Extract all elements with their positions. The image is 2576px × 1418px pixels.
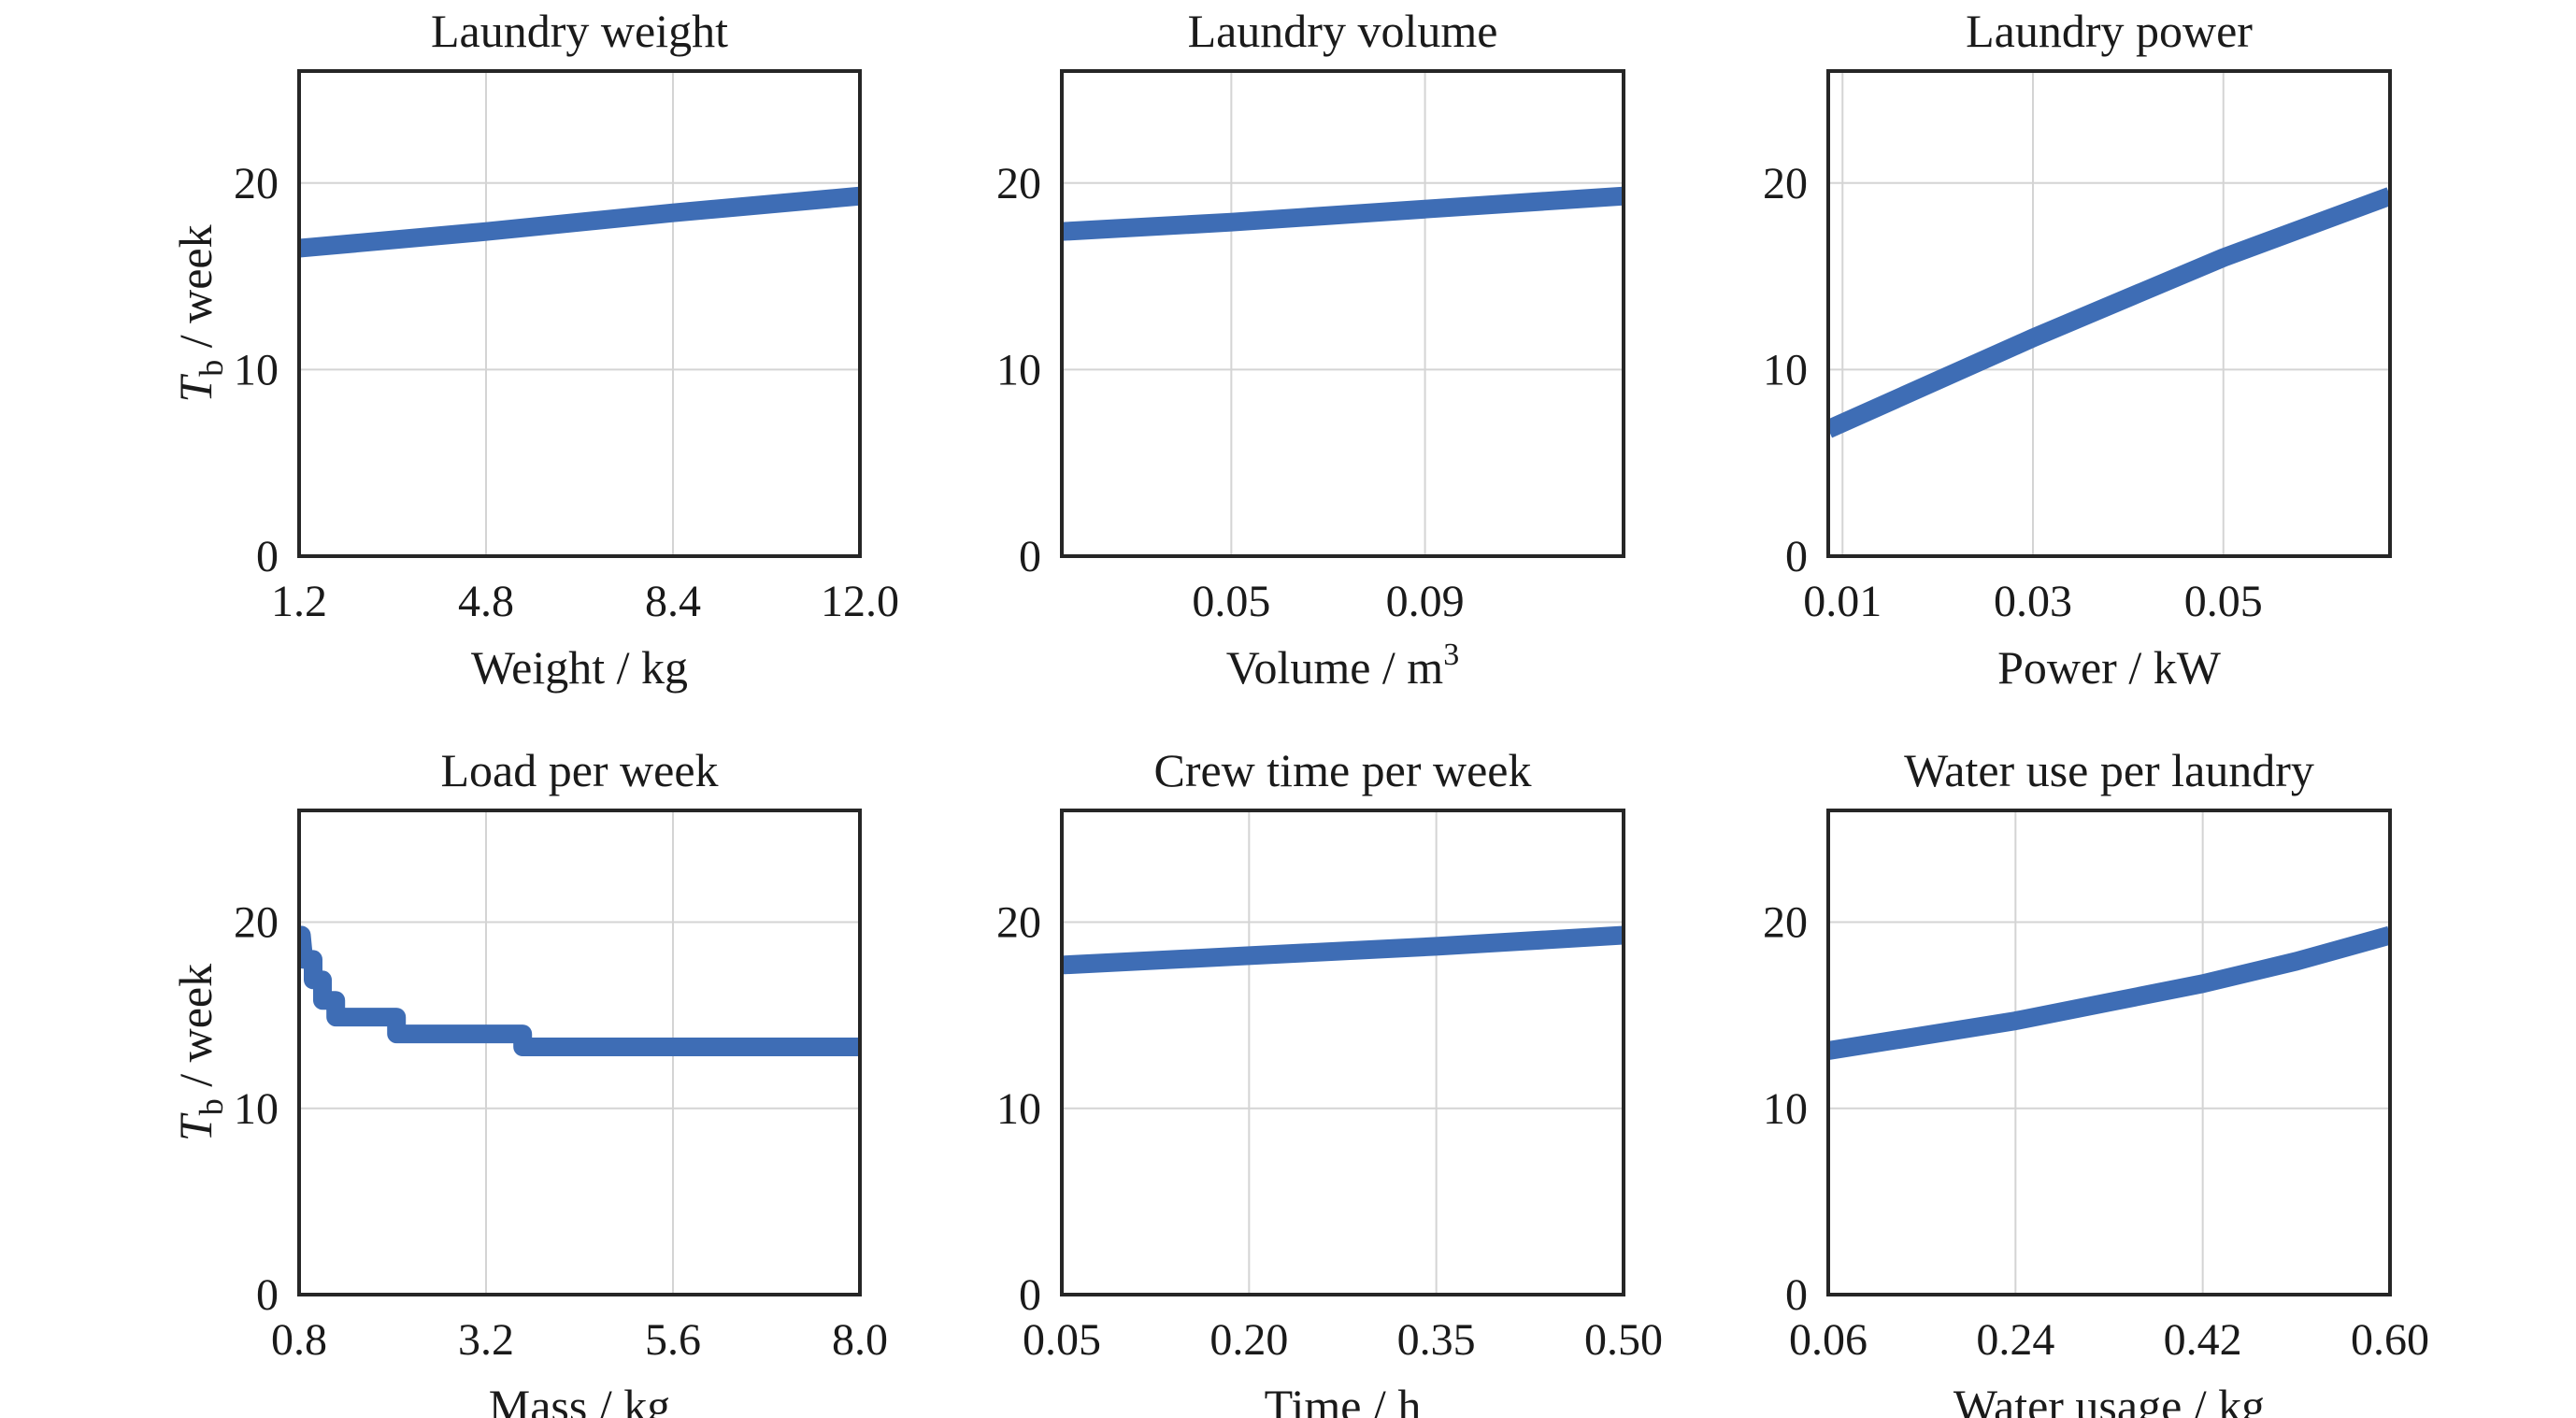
x-tick-label: 8.0 [832,1315,888,1365]
x-tick-label: 3.2 [458,1315,514,1365]
x-tick-label: 1.2 [271,577,327,626]
x-axis-label: Time / h [1265,1380,1422,1418]
series-line [1828,925,2390,1060]
x-tick-label: 5.6 [645,1315,701,1365]
panel-title: Laundry power [1966,5,2253,57]
y-tick-label: 20 [234,898,279,948]
axes-frame [297,69,862,558]
x-axis-label-text: Volume / m [1226,641,1444,694]
chart-panel-3: 0.01 0.03 0.05 0 10 20 Laundry power Power / kW [1763,5,2392,694]
chart-panel-2: 0.05 0.09 0 10 20 Laundry volume Volume / m3 [996,5,1625,694]
y-tick-label: 0 [1019,1270,1041,1320]
x-axis-label-text: Mass / kg [489,1380,670,1418]
y-tick-label: 20 [996,159,1041,208]
y-tick-label: 0 [256,532,279,581]
y-tick-label: 20 [234,159,279,208]
series-line [1062,186,1624,241]
x-tick-label: 0.01 [1803,577,1882,626]
series-line [299,186,860,258]
y-tick-label: 10 [1763,1084,1808,1134]
x-tick-label: 8.4 [645,577,701,626]
x-tick-label: 0.35 [1397,1315,1476,1365]
x-tick-label: 0.8 [271,1315,327,1365]
y-axis-label-variable: T [169,1112,222,1141]
axes-frame [1060,809,1625,1296]
x-axis-label-text: Water usage / kg [1953,1380,2265,1418]
y-axis-label: Tb / week [169,964,230,1141]
x-tick-label: 0.60 [2351,1315,2429,1365]
x-axis-label: Water usage / kg [1953,1380,2265,1418]
axes-frame [1826,69,2392,558]
x-tick-label: 0.50 [1584,1315,1663,1365]
y-tick-label: 0 [1019,532,1041,581]
x-tick-label: 12.0 [821,577,899,626]
y-axis-label-subscript: b [193,1098,230,1115]
x-tick-label: 0.05 [1192,577,1270,626]
x-tick-label: 0.24 [1976,1315,2054,1365]
y-tick-label: 20 [996,898,1041,948]
chart-panel-6: 0.06 0.24 0.42 0.60 0 10 20 Water use per laund… [1763,744,2429,1418]
x-tick-label: 0.09 [1386,577,1465,626]
panel-title: Water use per laundry [1904,744,2314,796]
x-axis-label: Weight / kg [471,641,688,694]
chart-panel-1: 1.2 4.8 8.4 12.0 0 10 20 Laundry weight Weight /… [169,5,899,694]
y-axis-label-variable: T [169,374,222,403]
series-line [1828,187,2390,438]
x-tick-label: 4.8 [458,577,514,626]
x-tick-label: 0.05 [2184,577,2263,626]
y-tick-label: 20 [1763,898,1808,948]
panel-title: Load per week [440,744,718,796]
x-tick-label: 0.05 [1023,1315,1101,1365]
y-axis-label-unit: / week [169,224,222,359]
y-tick-label: 10 [1763,345,1808,394]
series-line [1062,925,1624,975]
y-tick-label: 10 [234,1084,279,1134]
chart-panel-5: 0.05 0.20 0.35 0.50 0 10 20 Crew time per week T… [996,744,1663,1418]
axes-frame [1826,809,2392,1296]
y-axis-label-subscript: b [193,360,230,377]
x-tick-label: 0.06 [1789,1315,1868,1365]
y-tick-label: 20 [1763,159,1808,208]
x-axis-label-text: Time / h [1265,1380,1422,1418]
x-tick-label: 0.42 [2164,1315,2242,1365]
y-tick-label: 10 [234,345,279,394]
y-tick-label: 0 [1785,1270,1808,1320]
x-axis-label: Mass / kg [489,1380,670,1418]
x-tick-label: 0.03 [1994,577,2072,626]
y-axis-label-unit: / week [169,964,222,1098]
axes-frame [297,809,862,1296]
y-axis-label: Tb / week [169,224,230,402]
x-axis-label: Power / kW [1997,641,2222,694]
x-tick-label: 0.20 [1209,1315,1288,1365]
y-tick-label: 10 [996,345,1041,394]
axes-frame [1060,69,1625,558]
x-axis-label-text: Weight / kg [471,641,688,694]
x-axis-label-text: Power / kW [1997,641,2222,694]
chart-panel-4: 0.8 3.2 5.6 8.0 0 10 20 Load per week Mass / kg T… [169,744,888,1418]
x-axis-label: Volume / m3 [1226,637,1459,694]
y-tick-label: 0 [1785,532,1808,581]
y-tick-label: 0 [256,1270,279,1320]
panel-title: Laundry volume [1188,5,1498,57]
y-tick-label: 10 [996,1084,1041,1134]
panel-title: Laundry weight [431,5,728,57]
panel-title: Crew time per week [1153,744,1531,796]
series-line [299,925,860,1056]
x-axis-label-superscript: 3 [1443,637,1459,672]
